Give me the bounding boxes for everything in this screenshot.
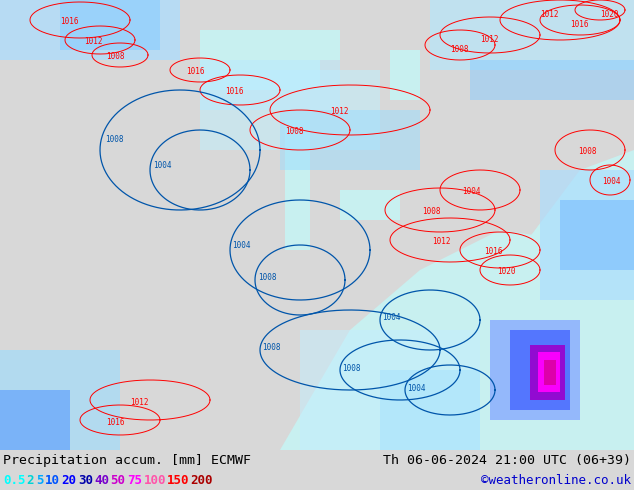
Polygon shape (200, 30, 320, 90)
Text: 40: 40 (94, 473, 109, 487)
Text: 0.5: 0.5 (3, 473, 25, 487)
Text: 1016: 1016 (484, 247, 503, 256)
Polygon shape (430, 0, 634, 70)
Polygon shape (270, 30, 340, 60)
Text: 1016: 1016 (186, 68, 205, 76)
Polygon shape (0, 0, 180, 60)
Text: Th 06-06-2024 21:00 UTC (06+39): Th 06-06-2024 21:00 UTC (06+39) (383, 454, 631, 466)
Text: 30: 30 (78, 473, 93, 487)
Polygon shape (470, 60, 634, 100)
Polygon shape (390, 50, 420, 100)
Text: 1012: 1012 (480, 35, 498, 45)
Polygon shape (544, 360, 556, 385)
Text: Precipitation accum. [mm] ECMWF: Precipitation accum. [mm] ECMWF (3, 454, 251, 466)
Text: 1008: 1008 (450, 46, 469, 54)
Polygon shape (0, 390, 70, 450)
Text: 1008: 1008 (258, 273, 276, 283)
Text: 1016: 1016 (225, 88, 243, 97)
Polygon shape (60, 0, 160, 50)
Text: 1008: 1008 (106, 52, 124, 62)
Polygon shape (510, 330, 570, 410)
Text: 1020: 1020 (497, 268, 515, 276)
Polygon shape (490, 320, 580, 420)
Text: 1012: 1012 (130, 397, 148, 407)
Polygon shape (380, 370, 480, 450)
Polygon shape (285, 120, 310, 250)
Text: 10: 10 (45, 473, 60, 487)
Text: 1008: 1008 (262, 343, 280, 352)
Text: 1008: 1008 (342, 364, 361, 372)
Polygon shape (200, 60, 340, 110)
Text: 75: 75 (127, 473, 142, 487)
Text: 200: 200 (191, 473, 213, 487)
Text: 1012: 1012 (540, 10, 559, 20)
Text: 50: 50 (110, 473, 126, 487)
Polygon shape (340, 190, 400, 220)
Text: 2: 2 (27, 473, 34, 487)
Polygon shape (560, 200, 634, 270)
Text: 1008: 1008 (578, 147, 597, 156)
Text: 20: 20 (61, 473, 77, 487)
Text: ©weatheronline.co.uk: ©weatheronline.co.uk (481, 473, 631, 487)
Text: 1008: 1008 (105, 136, 124, 145)
Text: 5: 5 (36, 473, 43, 487)
Text: 1012: 1012 (330, 107, 349, 117)
Text: 150: 150 (167, 473, 190, 487)
Text: 1012: 1012 (432, 238, 451, 246)
Text: 1004: 1004 (153, 161, 172, 170)
Polygon shape (540, 170, 634, 300)
Text: 1012: 1012 (84, 38, 103, 47)
Text: 1004: 1004 (407, 384, 425, 392)
Text: 1016: 1016 (60, 18, 79, 26)
Text: 1004: 1004 (602, 177, 621, 187)
Polygon shape (530, 345, 565, 400)
Text: 1004: 1004 (382, 314, 401, 322)
Polygon shape (280, 230, 634, 450)
Polygon shape (0, 350, 120, 450)
Text: 1004: 1004 (232, 241, 250, 249)
Text: 1008: 1008 (422, 207, 441, 217)
Text: 1008: 1008 (285, 127, 304, 137)
Polygon shape (538, 352, 560, 392)
Polygon shape (200, 70, 380, 150)
Polygon shape (520, 150, 634, 450)
Text: 1004: 1004 (462, 188, 481, 196)
Text: 1020: 1020 (600, 10, 619, 20)
Text: 1016: 1016 (570, 21, 588, 29)
Polygon shape (300, 330, 480, 450)
Text: 1016: 1016 (106, 417, 124, 426)
Text: 100: 100 (143, 473, 166, 487)
Polygon shape (280, 110, 420, 170)
